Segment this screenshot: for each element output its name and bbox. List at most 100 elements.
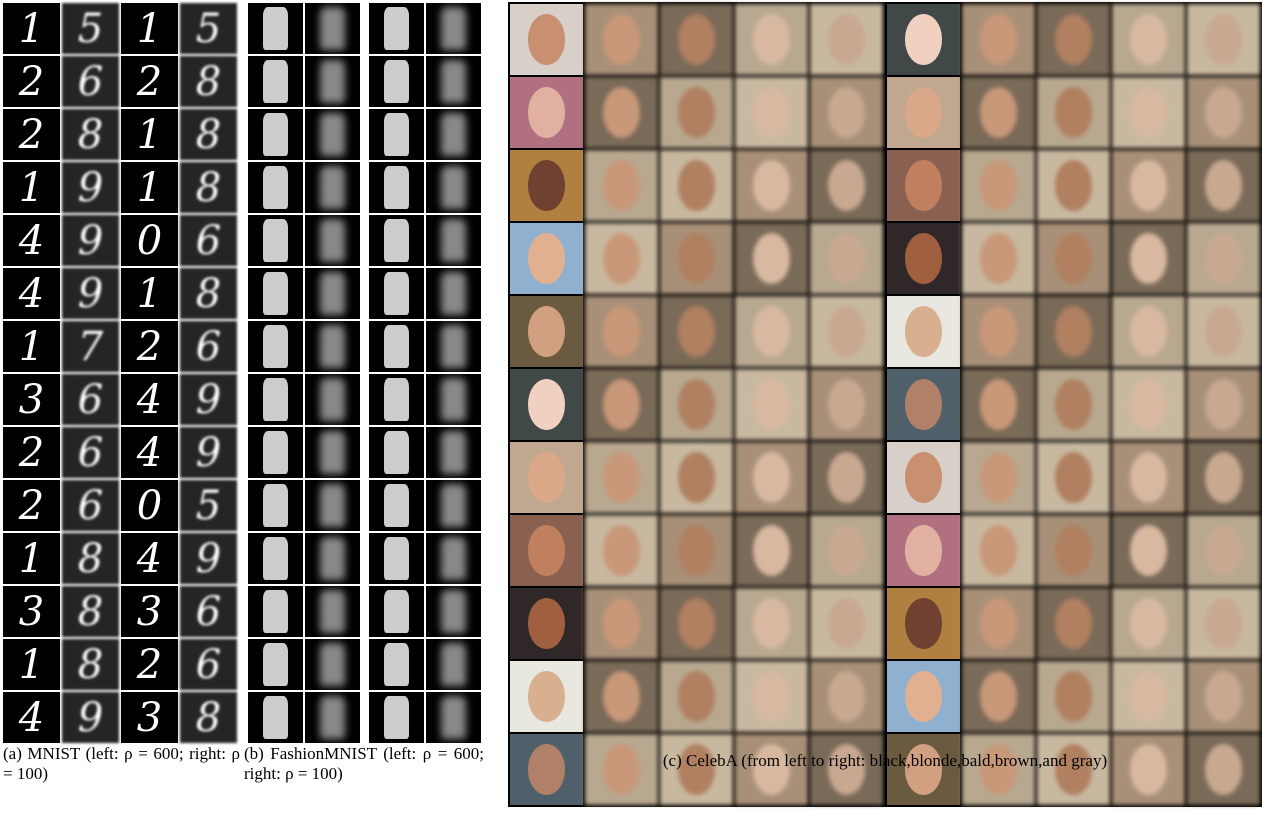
fashion-image bbox=[369, 586, 424, 637]
fashion-image bbox=[305, 639, 360, 690]
digit: 9 bbox=[180, 533, 237, 584]
digit: 1 bbox=[3, 3, 60, 54]
face-image bbox=[510, 150, 583, 221]
face-image bbox=[1037, 588, 1110, 659]
face-image bbox=[585, 442, 658, 513]
digit: 7 bbox=[62, 321, 119, 372]
digit: 9 bbox=[180, 427, 237, 478]
fashion-image bbox=[305, 321, 360, 372]
digit: 8 bbox=[180, 692, 237, 743]
digit: 8 bbox=[180, 56, 237, 107]
face-image bbox=[510, 4, 583, 75]
fashion-image bbox=[426, 480, 481, 531]
caption: (c) CelebA (from left to right: black,bl… bbox=[508, 751, 1262, 771]
face-image bbox=[887, 442, 960, 513]
fashion-image bbox=[248, 56, 303, 107]
face-image bbox=[1112, 588, 1185, 659]
fashion-image bbox=[305, 427, 360, 478]
fashion-image bbox=[369, 533, 424, 584]
face-image bbox=[585, 150, 658, 221]
digit: 1 bbox=[3, 162, 60, 213]
digit: 9 bbox=[62, 692, 119, 743]
face-image bbox=[735, 223, 808, 294]
digit: 5 bbox=[180, 480, 237, 531]
fashion-image bbox=[426, 3, 481, 54]
face-image bbox=[585, 588, 658, 659]
face-image bbox=[510, 223, 583, 294]
fashion-image bbox=[305, 109, 360, 160]
fashion-image bbox=[426, 586, 481, 637]
digit: 6 bbox=[180, 639, 237, 690]
face-image bbox=[1037, 296, 1110, 367]
fashion-image bbox=[426, 109, 481, 160]
face-image bbox=[962, 223, 1035, 294]
face-image bbox=[810, 515, 883, 586]
fashion-image bbox=[426, 692, 481, 743]
face-image bbox=[1187, 442, 1260, 513]
fashion-image bbox=[369, 268, 424, 319]
face-image bbox=[1187, 223, 1260, 294]
face-image bbox=[660, 661, 733, 732]
face-image bbox=[1112, 661, 1185, 732]
digit: 3 bbox=[121, 586, 178, 637]
digit: 8 bbox=[180, 109, 237, 160]
digit: 9 bbox=[62, 268, 119, 319]
face-image bbox=[585, 369, 658, 440]
fashion-image bbox=[426, 374, 481, 425]
face-image bbox=[810, 661, 883, 732]
digit: 8 bbox=[180, 268, 237, 319]
digit: 4 bbox=[3, 692, 60, 743]
face-image bbox=[962, 369, 1035, 440]
face-image bbox=[735, 4, 808, 75]
digit: 2 bbox=[3, 56, 60, 107]
fashion-image bbox=[305, 56, 360, 107]
fashion-image bbox=[248, 692, 303, 743]
fashion-image bbox=[248, 321, 303, 372]
fashion-image bbox=[305, 374, 360, 425]
digit: 8 bbox=[62, 533, 119, 584]
face-image bbox=[585, 296, 658, 367]
digit: 1 bbox=[3, 321, 60, 372]
digit: 4 bbox=[3, 268, 60, 319]
face-image bbox=[660, 150, 733, 221]
face-image bbox=[735, 296, 808, 367]
digit: 6 bbox=[62, 56, 119, 107]
face-image bbox=[510, 77, 583, 148]
face-image bbox=[887, 4, 960, 75]
face-image bbox=[962, 77, 1035, 148]
face-image bbox=[1112, 296, 1185, 367]
face-image bbox=[810, 223, 883, 294]
fashion-image bbox=[305, 3, 360, 54]
fashion-image bbox=[248, 480, 303, 531]
face-image bbox=[887, 150, 960, 221]
fashion-left bbox=[248, 3, 360, 743]
caption: (b) FashionMNIST (left: ρ = 600; right: … bbox=[244, 744, 484, 784]
face-image bbox=[660, 223, 733, 294]
face-image bbox=[887, 588, 960, 659]
fashion-image bbox=[248, 268, 303, 319]
fashion-image bbox=[305, 480, 360, 531]
fashion-image bbox=[305, 533, 360, 584]
face-image bbox=[810, 150, 883, 221]
face-image bbox=[585, 4, 658, 75]
digit: 6 bbox=[62, 427, 119, 478]
digit: 1 bbox=[121, 268, 178, 319]
digit: 6 bbox=[180, 321, 237, 372]
face-image bbox=[735, 150, 808, 221]
fashion-image bbox=[426, 215, 481, 266]
face-image bbox=[735, 369, 808, 440]
face-image bbox=[1037, 4, 1110, 75]
fashion-image bbox=[369, 639, 424, 690]
face-image bbox=[887, 661, 960, 732]
face-image bbox=[887, 369, 960, 440]
fashion-image bbox=[369, 374, 424, 425]
face-image bbox=[585, 661, 658, 732]
face-image bbox=[810, 588, 883, 659]
fashion-image bbox=[305, 162, 360, 213]
face-image bbox=[585, 77, 658, 148]
fashion-image bbox=[248, 427, 303, 478]
digit: 3 bbox=[3, 374, 60, 425]
face-image bbox=[585, 223, 658, 294]
face-image bbox=[1112, 150, 1185, 221]
